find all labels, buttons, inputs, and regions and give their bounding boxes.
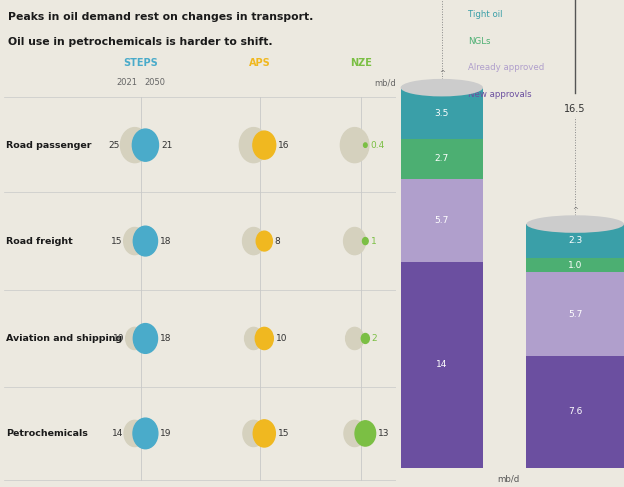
Circle shape bbox=[361, 334, 369, 343]
Ellipse shape bbox=[527, 215, 624, 233]
Bar bbox=[527, 224, 624, 258]
Text: 5.7: 5.7 bbox=[434, 216, 449, 225]
Text: Road freight: Road freight bbox=[6, 237, 72, 245]
Bar bbox=[527, 272, 624, 356]
Text: 3.5: 3.5 bbox=[434, 109, 449, 118]
Bar bbox=[527, 258, 624, 272]
Text: 2.3: 2.3 bbox=[568, 236, 582, 245]
Circle shape bbox=[255, 327, 273, 350]
Circle shape bbox=[125, 327, 144, 350]
Text: NZE: NZE bbox=[349, 58, 371, 68]
Circle shape bbox=[132, 129, 158, 161]
Text: 7.6: 7.6 bbox=[568, 407, 582, 416]
Text: Peaks in oil demand rest on changes in transport.: Peaks in oil demand rest on changes in t… bbox=[8, 12, 313, 22]
Bar bbox=[401, 139, 483, 179]
Circle shape bbox=[364, 143, 367, 148]
Text: Road passenger: Road passenger bbox=[6, 141, 92, 150]
Text: 2.7: 2.7 bbox=[435, 154, 449, 163]
Text: 16.5: 16.5 bbox=[565, 105, 586, 114]
Bar bbox=[401, 262, 483, 468]
Circle shape bbox=[134, 323, 157, 354]
Text: ^: ^ bbox=[572, 207, 578, 213]
Text: 10: 10 bbox=[113, 334, 125, 343]
Text: Tight oil: Tight oil bbox=[468, 10, 502, 19]
Circle shape bbox=[253, 131, 276, 159]
Circle shape bbox=[344, 420, 365, 447]
Text: 25: 25 bbox=[108, 141, 119, 150]
Circle shape bbox=[243, 227, 265, 255]
Text: 18: 18 bbox=[160, 237, 172, 245]
Text: STEPS: STEPS bbox=[124, 58, 158, 68]
Circle shape bbox=[253, 420, 275, 447]
Ellipse shape bbox=[401, 79, 483, 96]
Text: 14: 14 bbox=[112, 429, 123, 438]
Bar bbox=[401, 88, 483, 139]
Text: 0.4: 0.4 bbox=[371, 141, 385, 150]
Circle shape bbox=[124, 227, 146, 255]
Text: mb/d: mb/d bbox=[497, 475, 520, 484]
Text: 1.0: 1.0 bbox=[568, 261, 582, 270]
Text: 18: 18 bbox=[160, 334, 172, 343]
Text: Oil use in petrochemicals is harder to shift.: Oil use in petrochemicals is harder to s… bbox=[8, 37, 273, 47]
Text: 15: 15 bbox=[111, 237, 122, 245]
Text: 5.7: 5.7 bbox=[568, 310, 582, 319]
Text: 2050: 2050 bbox=[144, 78, 165, 87]
Circle shape bbox=[133, 418, 158, 449]
Text: Already approved: Already approved bbox=[468, 63, 544, 72]
Circle shape bbox=[240, 128, 268, 163]
Text: NGLs: NGLs bbox=[468, 37, 490, 45]
Text: 1: 1 bbox=[371, 237, 376, 245]
Text: 2021: 2021 bbox=[116, 78, 137, 87]
Circle shape bbox=[120, 128, 149, 163]
Text: Petrochemicals: Petrochemicals bbox=[6, 429, 88, 438]
Circle shape bbox=[243, 420, 265, 447]
Circle shape bbox=[134, 226, 157, 256]
Circle shape bbox=[355, 421, 376, 446]
Text: 16: 16 bbox=[278, 141, 290, 150]
Text: mb/d: mb/d bbox=[374, 78, 396, 87]
Text: 8: 8 bbox=[275, 237, 281, 245]
Text: 15: 15 bbox=[278, 429, 289, 438]
Text: New approvals: New approvals bbox=[468, 90, 532, 99]
Circle shape bbox=[340, 128, 369, 163]
Text: 21: 21 bbox=[161, 141, 172, 150]
Text: 14: 14 bbox=[436, 360, 447, 369]
Circle shape bbox=[344, 227, 366, 255]
Circle shape bbox=[245, 327, 263, 350]
Text: 10: 10 bbox=[276, 334, 287, 343]
Circle shape bbox=[124, 420, 145, 447]
Text: ^: ^ bbox=[439, 71, 445, 76]
Circle shape bbox=[363, 238, 368, 244]
Text: 2: 2 bbox=[372, 334, 378, 343]
Text: Aviation and shipping: Aviation and shipping bbox=[6, 334, 122, 343]
Text: APS: APS bbox=[248, 58, 270, 68]
Bar bbox=[401, 179, 483, 262]
Circle shape bbox=[346, 327, 364, 350]
Bar bbox=[527, 356, 624, 468]
Text: 19: 19 bbox=[160, 429, 172, 438]
Circle shape bbox=[256, 231, 272, 251]
Text: 13: 13 bbox=[378, 429, 389, 438]
